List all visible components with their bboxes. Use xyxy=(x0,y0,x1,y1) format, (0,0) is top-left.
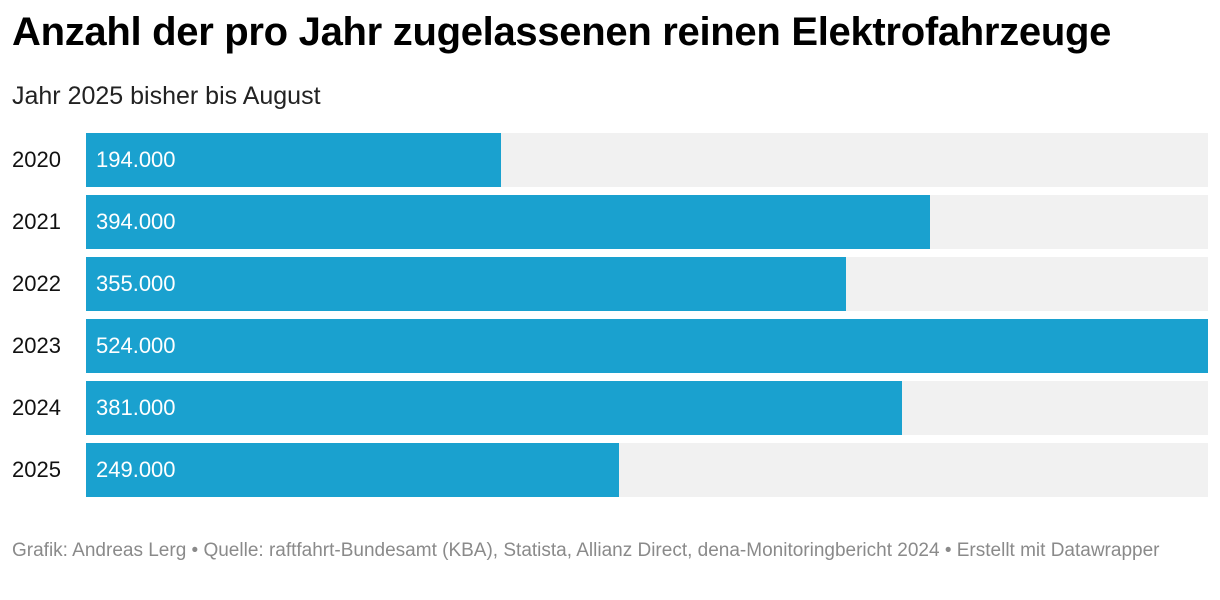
bar-value-label: 355.000 xyxy=(96,271,176,296)
bar xyxy=(86,257,846,311)
bar xyxy=(86,319,1208,373)
bar-track: 394.000 xyxy=(86,195,1208,249)
chart-footer: Grafik: Andreas Lerg • Quelle: raftfahrt… xyxy=(12,540,1160,561)
chart-subtitle: Jahr 2025 bisher bis August xyxy=(12,82,321,110)
bar-track: 524.000 xyxy=(86,319,1208,373)
bar-value-label: 249.000 xyxy=(96,457,176,482)
bar-row: 2025 249.000 xyxy=(0,443,1220,497)
category-label: 2022 xyxy=(12,271,61,296)
bar-value-label: 381.000 xyxy=(96,395,176,420)
bar-chart: 2020 194.000 2021 394.000 2022 355.000 2023 524… xyxy=(0,133,1220,499)
bar xyxy=(86,195,930,249)
bar xyxy=(86,133,501,187)
bar-track: 355.000 xyxy=(86,257,1208,311)
bar-row: 2020 194.000 xyxy=(0,133,1220,187)
bar xyxy=(86,381,902,435)
bar-row: 2021 394.000 xyxy=(0,195,1220,249)
bar-row: 2023 524.000 xyxy=(0,319,1220,373)
bar-track: 249.000 xyxy=(86,443,1208,497)
bar-row: 2024 381.000 xyxy=(0,381,1220,435)
bar-value-label: 524.000 xyxy=(96,333,176,358)
chart-title: Anzahl der pro Jahr zugelassenen reinen … xyxy=(12,10,1112,54)
bar-value-label: 194.000 xyxy=(96,147,176,172)
category-label: 2023 xyxy=(12,333,61,358)
category-label: 2024 xyxy=(12,395,61,420)
bar xyxy=(86,443,619,497)
bar-row: 2022 355.000 xyxy=(0,257,1220,311)
category-label: 2025 xyxy=(12,457,61,482)
bar-value-label: 394.000 xyxy=(96,209,176,234)
category-label: 2021 xyxy=(12,209,61,234)
bar-track: 194.000 xyxy=(86,133,1208,187)
bar-track: 381.000 xyxy=(86,381,1208,435)
category-label: 2020 xyxy=(12,147,61,172)
